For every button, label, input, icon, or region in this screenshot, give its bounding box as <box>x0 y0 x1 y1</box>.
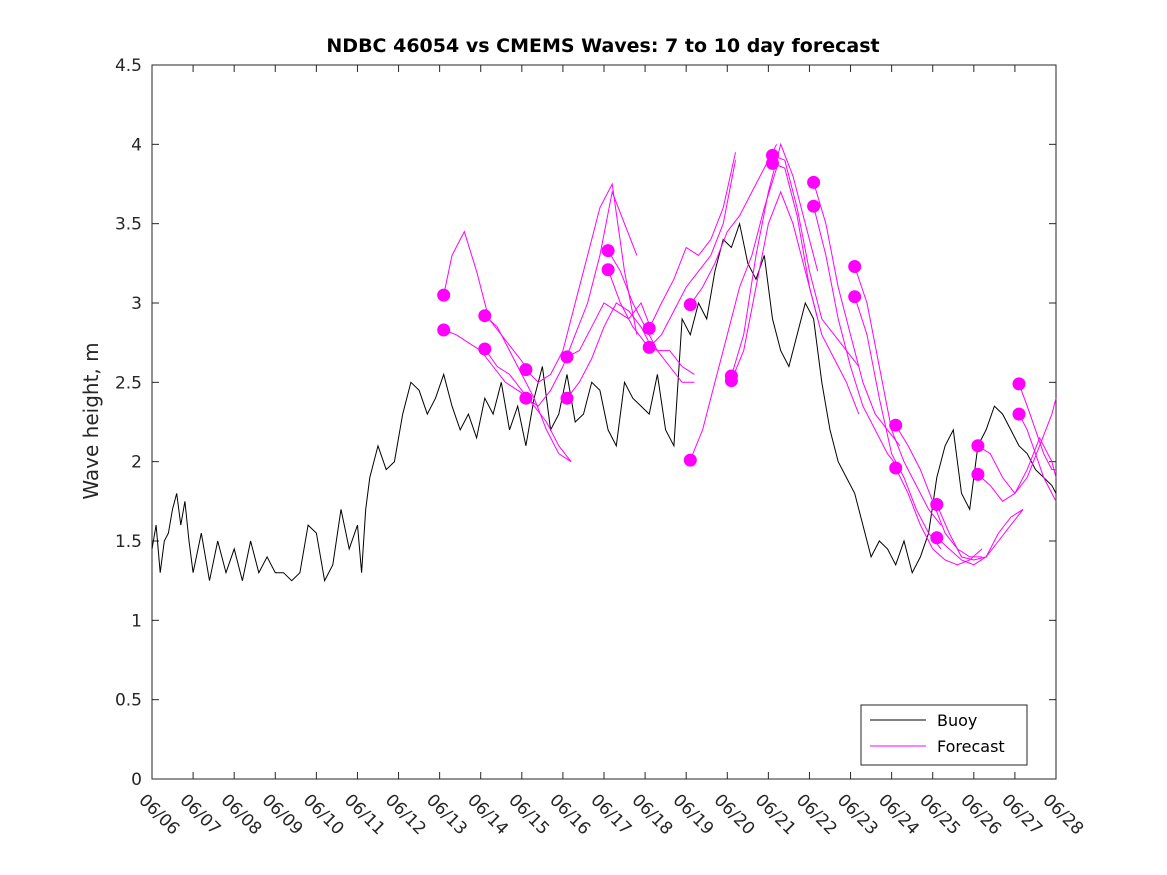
forecast-start-point <box>560 391 574 405</box>
forecast-series-line-26 <box>936 508 1024 566</box>
forecast-start-point <box>437 288 451 302</box>
forecast-start-point <box>766 156 779 170</box>
forecast-series-line-1 <box>443 230 527 367</box>
x-tick-label: 06/19 <box>669 790 718 839</box>
forecast-start-point <box>601 263 615 277</box>
forecast-start-point <box>889 461 903 475</box>
legend-forecast-label: Forecast <box>937 737 1005 756</box>
legend-box <box>860 704 1028 766</box>
x-tick-label: 06/09 <box>258 790 307 839</box>
legend-buoy-label: Buoy <box>937 711 977 730</box>
y-tick-label: 0 <box>131 770 142 790</box>
x-tick-label: 06/24 <box>874 790 923 839</box>
forecast-series-line-14 <box>689 167 778 461</box>
series-layer <box>151 142 1057 583</box>
forecast-start-point <box>724 374 738 388</box>
x-tick-label: 06/28 <box>1038 790 1087 839</box>
y-axis-ticks: 0 0.5 1 1.5 2 2.5 3 3.5 4 4.5 <box>115 56 1056 790</box>
forecast-series-line-2 <box>443 329 531 399</box>
forecast-series-line-17 <box>772 154 860 367</box>
y-tick-label: 2.5 <box>115 373 142 393</box>
forecast-start-point <box>930 498 944 511</box>
forecast-start-point <box>807 175 821 189</box>
x-tick-label: 06/10 <box>299 790 348 839</box>
forecast-start-point <box>601 244 615 258</box>
chart-title: NDBC 46054 vs CMEMS Waves: 7 to 10 day f… <box>326 35 879 57</box>
forecast-series-line-11 <box>648 152 736 329</box>
forecast-start-point <box>848 260 862 273</box>
forecast-series-line-7 <box>566 301 654 358</box>
forecast-start-point <box>889 418 903 432</box>
x-tick-label: 06/23 <box>833 790 882 839</box>
forecast-series-line-23 <box>895 424 982 558</box>
forecast-series-line-16 <box>730 190 819 381</box>
forecast-series-line-29 <box>1018 383 1056 471</box>
forecast-start-point <box>848 290 862 304</box>
forecast-series-line-30 <box>1018 413 1057 502</box>
x-tick-label: 06/27 <box>997 790 1046 839</box>
x-tick-label: 06/14 <box>463 790 512 839</box>
forecast-start-point <box>1012 377 1026 391</box>
forecast-series-line-9 <box>607 250 695 383</box>
forecast-series-line-18 <box>772 162 860 415</box>
y-axis-label: Wave height, m <box>79 342 103 499</box>
forecast-start-point <box>437 323 451 337</box>
forecast-series-line-3 <box>484 315 572 463</box>
x-tick-label: 06/25 <box>915 790 964 839</box>
y-tick-label: 3.5 <box>115 215 142 235</box>
x-tick-label: 06/16 <box>545 790 594 839</box>
forecast-start-point <box>683 453 697 467</box>
forecast-markers <box>437 148 1026 545</box>
forecast-series-line-8 <box>566 302 654 399</box>
x-tick-label: 06/08 <box>217 790 266 839</box>
forecast-series-line-24 <box>895 467 983 566</box>
forecast-series-line-27 <box>977 398 1057 495</box>
y-tick-label: 3 <box>131 294 142 314</box>
y-tick-label: 4 <box>131 135 142 155</box>
x-tick-label: 06/20 <box>710 790 759 839</box>
plot-area <box>151 64 1057 780</box>
x-tick-label: 06/06 <box>134 790 183 839</box>
x-tick-label: 06/11 <box>340 790 389 839</box>
forecast-series-line-21 <box>854 266 942 526</box>
y-tick-label: 1 <box>131 611 142 631</box>
forecast-start-point <box>478 309 492 323</box>
forecast-series-line-5 <box>525 182 638 383</box>
forecast-series-line-13 <box>689 144 778 305</box>
forecast-start-point <box>1012 407 1026 421</box>
x-tick-label: 06/13 <box>422 790 471 839</box>
forecast-series-line-25 <box>936 504 1024 561</box>
forecast-start-point <box>519 391 533 405</box>
x-tick-label: 06/26 <box>956 790 1005 839</box>
forecast-series-line-12 <box>648 160 736 348</box>
forecast-start-point <box>971 467 985 481</box>
x-tick-label: 06/07 <box>176 790 225 839</box>
y-tick-label: 0.5 <box>115 691 142 711</box>
y-tick-label: 1.5 <box>115 532 142 552</box>
x-tick-label: 06/22 <box>792 790 841 839</box>
x-tick-label: 06/12 <box>381 790 430 839</box>
forecast-series-line-28 <box>977 436 1057 502</box>
forecast-start-point <box>971 439 985 453</box>
y-tick-label: 2 <box>131 453 142 473</box>
forecast-series-line-20 <box>813 206 901 470</box>
forecast-start-point <box>519 363 533 377</box>
y-tick-label: 4.5 <box>115 56 142 76</box>
forecast-start-point <box>930 531 944 545</box>
forecast-start-point <box>642 340 656 354</box>
x-tick-label: 06/15 <box>504 790 553 839</box>
legend: Buoy Forecast <box>860 704 1028 766</box>
buoy-series-line <box>151 221 1057 583</box>
forecast-series-line-6 <box>525 190 638 407</box>
forecast-start-point <box>478 342 492 356</box>
forecast-start-point <box>642 321 656 335</box>
forecast-start-point <box>560 350 574 364</box>
forecast-start-point <box>683 298 697 312</box>
x-tick-label: 06/21 <box>751 790 800 839</box>
x-tick-label: 06/17 <box>586 790 635 839</box>
forecast-start-point <box>807 199 821 213</box>
plot-frame <box>151 64 1057 780</box>
x-tick-label: 06/18 <box>628 790 677 839</box>
